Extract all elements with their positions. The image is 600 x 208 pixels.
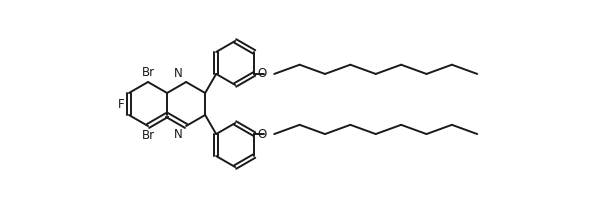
Text: N: N (175, 128, 183, 141)
Text: O: O (257, 67, 266, 80)
Text: O: O (257, 128, 266, 141)
Text: Br: Br (142, 66, 155, 79)
Text: N: N (175, 67, 183, 80)
Text: Br: Br (142, 129, 155, 142)
Text: F: F (118, 98, 125, 110)
